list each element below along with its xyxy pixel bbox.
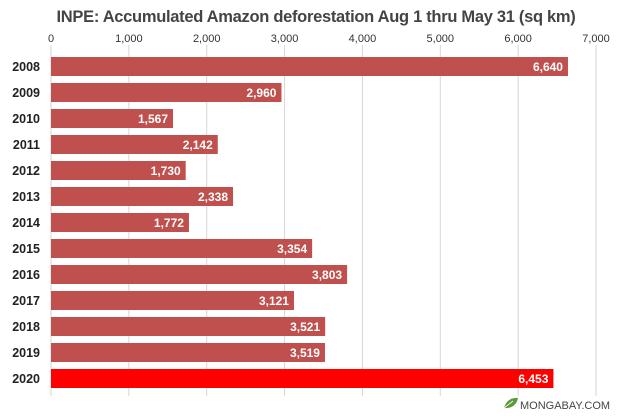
bar bbox=[51, 187, 234, 206]
data-label: 3,803 bbox=[312, 268, 342, 282]
bar bbox=[51, 213, 189, 232]
x-tick-label: 2,000 bbox=[193, 33, 221, 45]
y-tick-label: 2020 bbox=[12, 372, 40, 386]
x-tick-label: 7,000 bbox=[582, 33, 610, 45]
y-tick-label: 2008 bbox=[12, 60, 40, 74]
credit: MONGABAY.COM bbox=[503, 397, 610, 412]
leaf-icon bbox=[503, 397, 518, 409]
x-tick-label: 6,000 bbox=[504, 33, 532, 45]
x-tick-label: 0 bbox=[48, 33, 54, 45]
y-tick-label: 2012 bbox=[12, 164, 40, 178]
bar bbox=[51, 83, 282, 102]
x-tick-label: 3,000 bbox=[271, 33, 299, 45]
y-tick-label: 2013 bbox=[12, 190, 40, 204]
y-tick-label: 2014 bbox=[12, 216, 40, 230]
chart-title: INPE: Accumulated Amazon deforestation A… bbox=[57, 8, 576, 26]
credit-text: MONGABAY.COM bbox=[520, 400, 610, 412]
x-tick-label: 4,000 bbox=[349, 33, 377, 45]
data-label: 3,519 bbox=[290, 346, 320, 360]
bar bbox=[51, 265, 348, 284]
x-tick-label: 5,000 bbox=[427, 33, 455, 45]
bar bbox=[51, 161, 186, 180]
data-label: 2,338 bbox=[198, 190, 228, 204]
bar bbox=[51, 239, 313, 258]
data-label: 2,142 bbox=[183, 138, 213, 152]
y-tick-label: 2017 bbox=[12, 294, 40, 308]
data-label: 6,640 bbox=[533, 60, 563, 74]
gridlines bbox=[50, 45, 597, 396]
y-tick-label: 2016 bbox=[12, 268, 40, 282]
data-label: 3,521 bbox=[290, 320, 320, 334]
data-label: 1,730 bbox=[151, 164, 181, 178]
data-label: 3,121 bbox=[259, 294, 289, 308]
data-label: 1,772 bbox=[154, 216, 184, 230]
y-tick-label: 2015 bbox=[12, 242, 40, 256]
data-label: 6,453 bbox=[518, 372, 548, 386]
y-tick-label: 2018 bbox=[12, 320, 40, 334]
data-label: 3,354 bbox=[277, 242, 307, 256]
bar bbox=[51, 57, 568, 76]
bar bbox=[51, 135, 218, 154]
bar bbox=[51, 317, 326, 336]
bar bbox=[51, 343, 325, 362]
x-tick-label: 1,000 bbox=[115, 33, 143, 45]
y-tick-label: 2019 bbox=[12, 346, 40, 360]
data-label: 1,567 bbox=[138, 112, 168, 126]
y-tick-label: 2009 bbox=[12, 86, 40, 100]
y-axis-ticks: 2008 2009 2010 2011 2012 2013 2014 2015 2016 2017… bbox=[12, 60, 40, 386]
y-tick-label: 2011 bbox=[13, 138, 40, 152]
y-tick-label: 2010 bbox=[12, 112, 40, 126]
bar bbox=[51, 291, 294, 310]
x-axis-ticks: 0 1,000 2,000 3,000 4,000 5,000 6,000 7,000 bbox=[48, 33, 610, 45]
bar bbox=[51, 369, 554, 388]
bar bbox=[51, 109, 174, 128]
data-label: 2,960 bbox=[246, 86, 276, 100]
